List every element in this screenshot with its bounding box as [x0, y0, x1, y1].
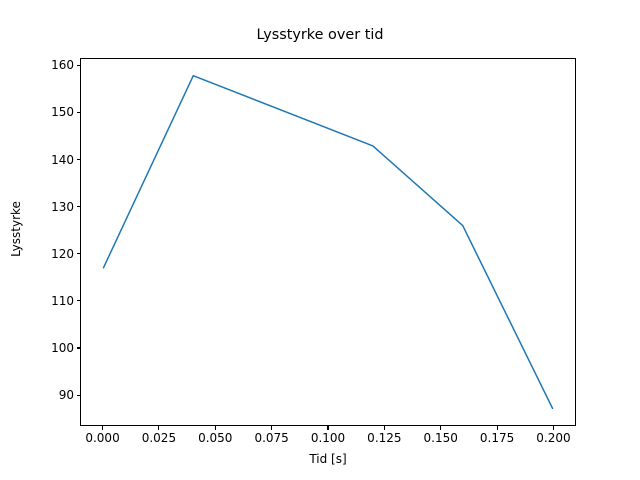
y-tick-label: 150	[51, 105, 74, 120]
y-tick-label: 100	[51, 341, 74, 356]
y-tick-mark	[76, 300, 80, 302]
x-axis-label: Tid [s]	[309, 452, 347, 466]
y-tick-label: 90	[58, 388, 74, 403]
x-tick-label: 0.200	[536, 431, 571, 445]
y-tick-label: 160	[51, 58, 74, 73]
y-tick-mark	[76, 394, 80, 396]
y-tick-mark	[76, 347, 80, 349]
x-tick-label: 0.075	[254, 431, 289, 445]
line-series-svg	[102, 74, 554, 410]
x-tick-mark	[214, 426, 216, 430]
x-tick-mark	[383, 426, 385, 430]
chart-title: Lysstyrke over tid	[256, 27, 384, 43]
x-tick-label: 0.000	[85, 431, 120, 445]
y-axis-label: Lysstyrke	[9, 201, 23, 257]
plot-area	[80, 58, 576, 426]
x-tick-label: 0.150	[423, 431, 458, 445]
y-tick-label: 110	[51, 293, 74, 308]
y-tick-label: 130	[51, 199, 74, 214]
x-tick-mark	[496, 426, 498, 430]
y-tick-mark	[76, 206, 80, 208]
x-tick-mark	[271, 426, 273, 430]
y-tick-mark	[76, 64, 80, 66]
y-tick-mark	[76, 253, 80, 255]
x-tick-mark	[440, 426, 442, 430]
y-tick-mark	[76, 111, 80, 113]
x-tick-label: 0.125	[367, 431, 402, 445]
x-tick-mark	[101, 426, 104, 430]
y-tick-label: 140	[51, 152, 74, 167]
y-tick-label: 120	[51, 246, 74, 261]
x-tick-label: 0.175	[479, 431, 515, 445]
x-tick-label: 0.025	[141, 431, 177, 445]
y-tick-mark	[76, 158, 80, 161]
x-tick-label: 0.100	[310, 431, 346, 445]
line-series-path	[102, 74, 554, 410]
x-tick-mark	[327, 426, 329, 430]
x-tick-mark	[158, 426, 160, 430]
x-tick-label: 0.050	[198, 431, 233, 445]
x-tick-mark	[552, 426, 554, 430]
